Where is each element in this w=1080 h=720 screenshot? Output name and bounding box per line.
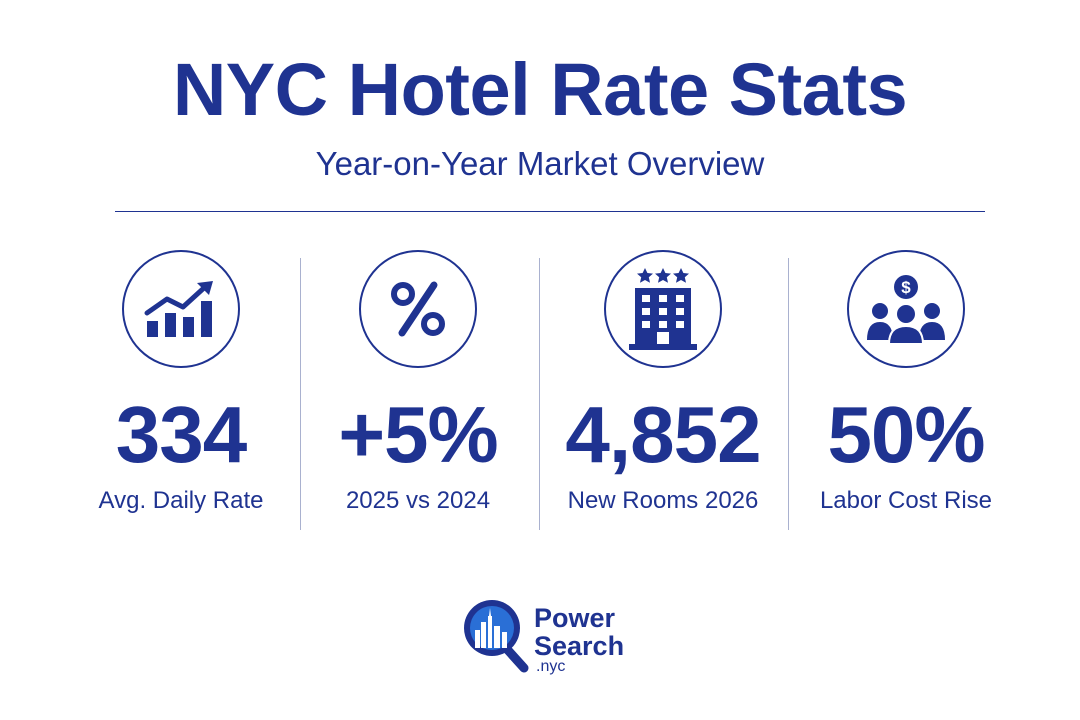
labor-cost-icon: $ (847, 250, 965, 368)
logo-wordmark: Power Search (534, 604, 624, 660)
chart-growth-icon (122, 250, 240, 368)
header-divider (115, 211, 985, 212)
stat-label: New Rooms 2026 (567, 487, 759, 514)
logo-line-2: Search (534, 631, 625, 661)
column-divider (300, 258, 301, 530)
stat-value: +5% (338, 390, 498, 479)
stat-value: 50% (827, 390, 985, 479)
stat-avg-daily-rate: 334 Avg. Daily Rate (56, 250, 306, 516)
stat-yoy-change: +5% 2025 vs 2024 (293, 250, 543, 516)
stat-label: Labor Cost Rise (819, 487, 993, 514)
page-subtitle: Year-on-Year Market Overview (315, 145, 765, 182)
stat-label: 2025 vs 2024 (345, 487, 491, 514)
stat-labor-cost: $ 50% Labor Cost Rise (781, 250, 1031, 516)
magnifier-skyline-icon (464, 600, 529, 673)
logo-domain: .nyc (536, 658, 566, 675)
power-search-logo: Power Search .nyc (462, 598, 642, 678)
hotel-icon (604, 250, 722, 368)
stat-label: Avg. Daily Rate (98, 487, 264, 514)
column-divider (788, 258, 789, 530)
stat-value: 334 (115, 390, 247, 479)
logo-line-1: Power (534, 603, 616, 633)
svg-text:$: $ (901, 278, 911, 297)
percent-icon (359, 250, 477, 368)
page-title: NYC Hotel Rate Stats (172, 48, 908, 131)
stat-new-rooms: 4,852 New Rooms 2026 (538, 250, 788, 516)
stat-value: 4,852 (565, 390, 761, 479)
column-divider (539, 258, 540, 530)
